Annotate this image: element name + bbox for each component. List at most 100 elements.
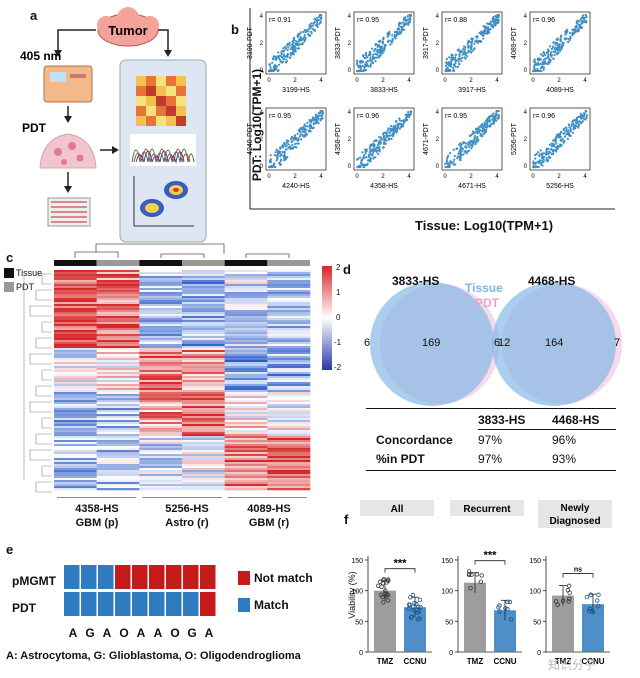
scatter-point (453, 163, 456, 166)
subplot-title-box (538, 500, 612, 528)
heatmap-cell (96, 394, 140, 397)
scatter-point (468, 134, 472, 137)
scatter-point (292, 39, 295, 42)
heatmap-cell (224, 394, 268, 397)
heatmap-cell (224, 462, 268, 465)
scatter-point (552, 152, 555, 155)
heatmap-cell (267, 386, 311, 389)
scatter-point (534, 165, 537, 169)
heatmap-cell (267, 456, 311, 459)
heatmap-cell (54, 392, 97, 395)
scatter-point (404, 23, 407, 26)
heatmap-cell (267, 396, 311, 399)
scatter-point (366, 64, 369, 68)
scatter-point (485, 125, 488, 128)
scatter-r-label: r= 0.88 (445, 17, 467, 24)
heatmap-cell (267, 324, 311, 327)
scatter-point (273, 162, 276, 165)
heatmap-cell (224, 474, 268, 477)
venn-legend-pdt: PDT (475, 296, 499, 310)
scatter-point (474, 40, 477, 43)
scatter-point (380, 51, 383, 54)
scatter-point (484, 123, 487, 126)
panel-a-schematic: Tumor 405 nm PDT (20, 7, 207, 243)
scatter-point (555, 142, 558, 145)
scatter-point (290, 141, 293, 144)
heatmap-cell (139, 304, 183, 307)
scatter-point (280, 52, 283, 56)
y-tick-label: 0 (537, 650, 541, 657)
scatter-point (542, 54, 545, 57)
scatter-point (542, 68, 545, 71)
heatmap-cell (267, 432, 311, 435)
heatmap-cell (96, 452, 140, 455)
heatmap-cell (182, 454, 225, 457)
scatter-point (369, 158, 372, 161)
heatmap-cell (54, 308, 97, 311)
y-tick-label: 0 (359, 650, 363, 657)
scatter-point (478, 125, 481, 128)
scatter-point (547, 62, 550, 65)
scatter-point (402, 121, 405, 124)
heatmap-cell (139, 470, 183, 473)
heatmap-cell (139, 364, 183, 367)
venn2-left-count-visible: 12 (498, 337, 511, 349)
heatmap-cell (54, 348, 97, 351)
scatter-point (287, 46, 290, 49)
heatmap-cell (224, 444, 268, 447)
heatmap-cell (224, 376, 268, 379)
pmgmt-cell (132, 565, 148, 589)
heatmap-cell (182, 470, 225, 473)
heatmap-cell (54, 338, 97, 341)
heatmap-cell (139, 296, 183, 299)
heatmap-cell (96, 384, 140, 387)
heatmap-cell (139, 382, 183, 385)
heatmap-cell (182, 404, 225, 407)
venn1-tissue-circle (370, 282, 494, 406)
heatmap-cell (267, 390, 311, 393)
heatmap-cell (182, 344, 225, 347)
heatmap-cell (224, 270, 268, 273)
heatmap-cell (139, 466, 183, 469)
heatmap-cell (182, 328, 225, 331)
scatter-point (405, 113, 408, 116)
heatmap-cell (96, 352, 140, 355)
scatter-point (374, 48, 377, 51)
scatter-point (475, 131, 478, 134)
scatter-point (476, 135, 479, 139)
legend-tissue-label: Tissue (16, 268, 43, 278)
scatter-point (294, 39, 297, 43)
correlation-heatmap-icon (136, 76, 186, 126)
heatmap-cell (182, 272, 225, 275)
venn1-center-count: 169 (422, 337, 441, 349)
scatter-x-label: 4671-HS (458, 183, 486, 190)
scatter-y-tick: 2 (436, 137, 440, 143)
scatter-point (536, 165, 539, 169)
scatter-point (393, 125, 396, 128)
heatmap-cell (224, 476, 268, 479)
heatmap-cell (182, 286, 225, 289)
data-dot (411, 604, 416, 610)
data-dot (584, 594, 590, 600)
tumor-type-letter: A (102, 626, 112, 640)
scatter-point (457, 152, 460, 155)
scatter-y-tick: 0 (436, 68, 440, 74)
data-dot (588, 592, 593, 597)
heatmap-cell (139, 330, 183, 333)
heatmap-cell (96, 418, 140, 421)
scatter-point (580, 16, 583, 19)
scatter-point (303, 131, 307, 134)
heatmap-cell (267, 438, 311, 441)
scatter-point (387, 127, 390, 130)
table-bottom-rule (366, 470, 616, 471)
scatter-point (311, 27, 314, 30)
heatmap-cell (96, 302, 140, 305)
heatmap-cell (182, 484, 225, 487)
heatmap-cell (139, 370, 183, 373)
scatter-point (473, 138, 476, 141)
scatter-point (545, 57, 548, 60)
scatter-point (360, 159, 363, 162)
